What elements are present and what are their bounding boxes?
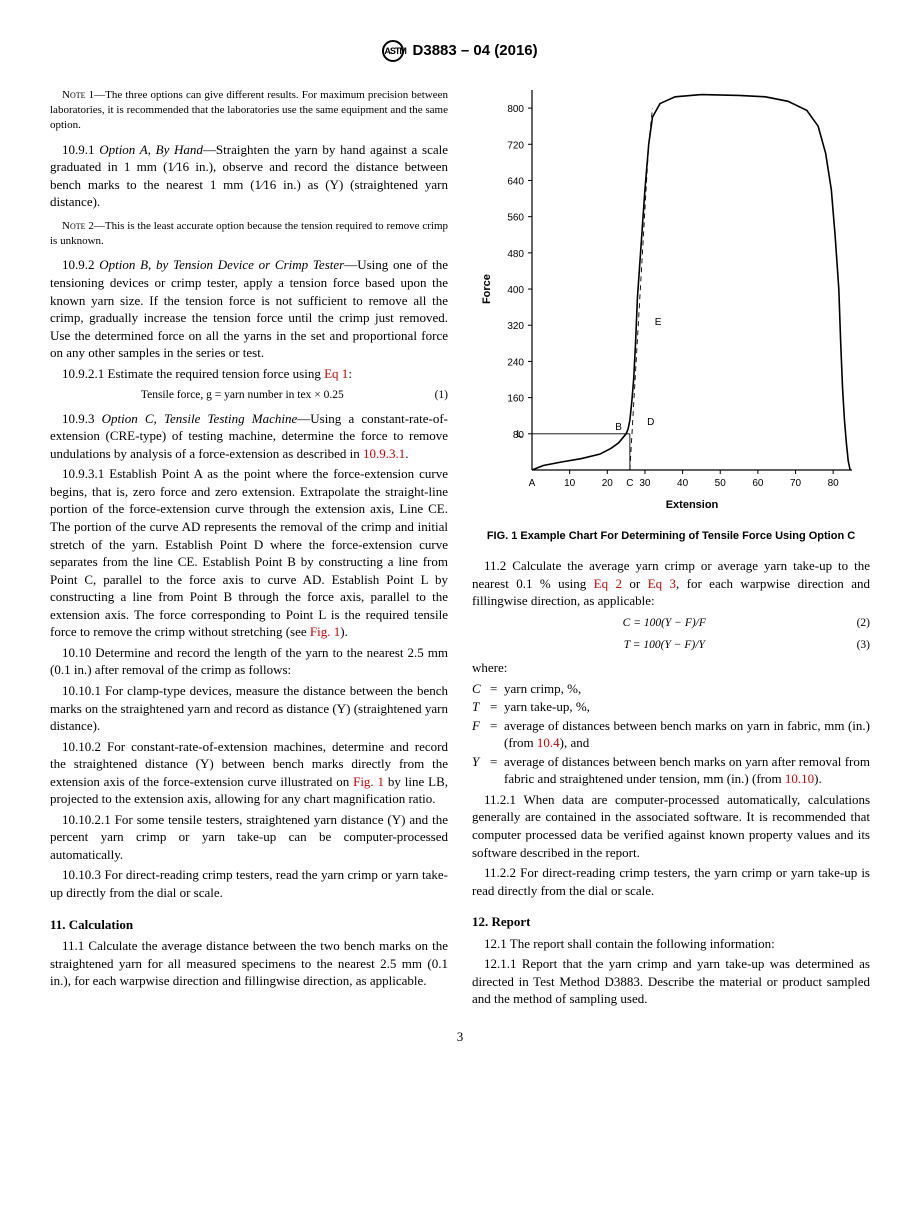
fig1-caption: FIG. 1 Example Chart For Determining of … [472, 529, 870, 544]
doc-id: D3883 – 04 (2016) [413, 42, 538, 59]
where-list: C=yarn crimp, %,T=yarn take-up, %,F=aver… [472, 680, 870, 788]
svg-text:L: L [516, 429, 522, 440]
sec-10-9-3-1: 10.9.3.1 Establish Point A as the point … [50, 465, 448, 640]
where-row: F=average of distances between bench mar… [472, 717, 870, 752]
where-row: Y=average of distances between bench mar… [472, 753, 870, 788]
link-10-9-3-1[interactable]: 10.9.3.1 [363, 446, 405, 461]
sec-10-10: 10.10 Determine and record the length of… [50, 644, 448, 679]
svg-text:Extension: Extension [666, 499, 719, 511]
where-label: where: [472, 659, 870, 677]
svg-text:560: 560 [507, 213, 524, 224]
svg-text:240: 240 [507, 357, 524, 368]
svg-text:720: 720 [507, 140, 524, 151]
svg-text:160: 160 [507, 394, 524, 405]
sec-10-10-3: 10.10.3 For direct-reading crimp testers… [50, 866, 448, 901]
svg-text:20: 20 [602, 478, 614, 489]
svg-text:B: B [615, 422, 622, 433]
section-11-title: 11. Calculation [50, 916, 448, 934]
equation-3: T = 100(Y − F)/Y (3) [472, 638, 870, 654]
svg-text:70: 70 [790, 478, 802, 489]
svg-text:40: 40 [677, 478, 689, 489]
sec-10-9-2-1: 10.9.2.1 Estimate the required tension f… [50, 365, 448, 383]
sec-10-9-2: 10.9.2 Option B, by Tension Device or Cr… [50, 256, 448, 361]
svg-text:E: E [655, 317, 662, 328]
sec-10-10-2: 10.10.2 For constant-rate-of-extension m… [50, 738, 448, 808]
svg-text:Force: Force [481, 274, 493, 304]
where-row: C=yarn crimp, %, [472, 680, 870, 698]
equation-2: C = 100(Y − F)/F (2) [472, 616, 870, 632]
where-row: T=yarn take-up, %, [472, 698, 870, 716]
svg-text:D: D [647, 417, 654, 428]
svg-text:80: 80 [828, 478, 840, 489]
sec-11-1: 11.1 Calculate the average distance betw… [50, 937, 448, 990]
note-2: Note 2—This is the least accurate option… [50, 219, 448, 249]
sec-12-1-1: 12.1.1 Report that the yarn crimp and ya… [472, 955, 870, 1008]
link-fig1-a[interactable]: Fig. 1 [310, 624, 340, 639]
note-1: Note 1—The three options can give differ… [50, 88, 448, 133]
fig1-svg: 80 160 240 320 400 480 560 640 720 800 10 20 30 40 50 6… [472, 80, 862, 520]
sec-10-10-1: 10.10.1 For clamp-type devices, measure … [50, 682, 448, 735]
svg-text:400: 400 [507, 285, 524, 296]
sec-10-9-1: 10.9.1 Option A, By Hand—Straighten the … [50, 141, 448, 211]
svg-text:A: A [529, 478, 536, 489]
svg-text:10: 10 [564, 478, 576, 489]
svg-text:800: 800 [507, 104, 524, 115]
figure-1: 80 160 240 320 400 480 560 640 720 800 10 20 30 40 50 6… [472, 80, 870, 543]
svg-text:30: 30 [639, 478, 651, 489]
xref-link[interactable]: 10.10 [785, 771, 814, 786]
link-eq2[interactable]: Eq 2 [594, 576, 622, 591]
svg-text:C: C [626, 478, 633, 489]
sec-11-2-2: 11.2.2 For direct-reading crimp testers,… [472, 864, 870, 899]
sec-10-10-2-1: 10.10.2.1 For some tensile testers, stra… [50, 811, 448, 864]
svg-text:640: 640 [507, 176, 524, 187]
page-header: ASTM D3883 – 04 (2016) [50, 40, 870, 62]
sec-11-2: 11.2 Calculate the average yarn crimp or… [472, 557, 870, 610]
svg-text:60: 60 [752, 478, 764, 489]
link-eq3[interactable]: Eq 3 [648, 576, 676, 591]
xref-link[interactable]: 10.4 [537, 735, 560, 750]
link-eq1[interactable]: Eq 1 [324, 366, 348, 381]
section-12-title: 12. Report [472, 913, 870, 931]
link-fig1-b[interactable]: Fig. 1 [353, 774, 384, 789]
page-number: 3 [50, 1028, 870, 1046]
sec-10-9-3: 10.9.3 Option C, Tensile Testing Machine… [50, 410, 448, 463]
sec-12-1: 12.1 The report shall contain the follow… [472, 935, 870, 953]
sec-11-2-1: 11.2.1 When data are computer-processed … [472, 791, 870, 861]
astm-logo: ASTM [382, 40, 404, 62]
equation-1: Tensile force, g = yarn number in tex × … [50, 388, 448, 404]
svg-text:50: 50 [715, 478, 727, 489]
svg-text:320: 320 [507, 321, 524, 332]
svg-text:480: 480 [507, 249, 524, 260]
